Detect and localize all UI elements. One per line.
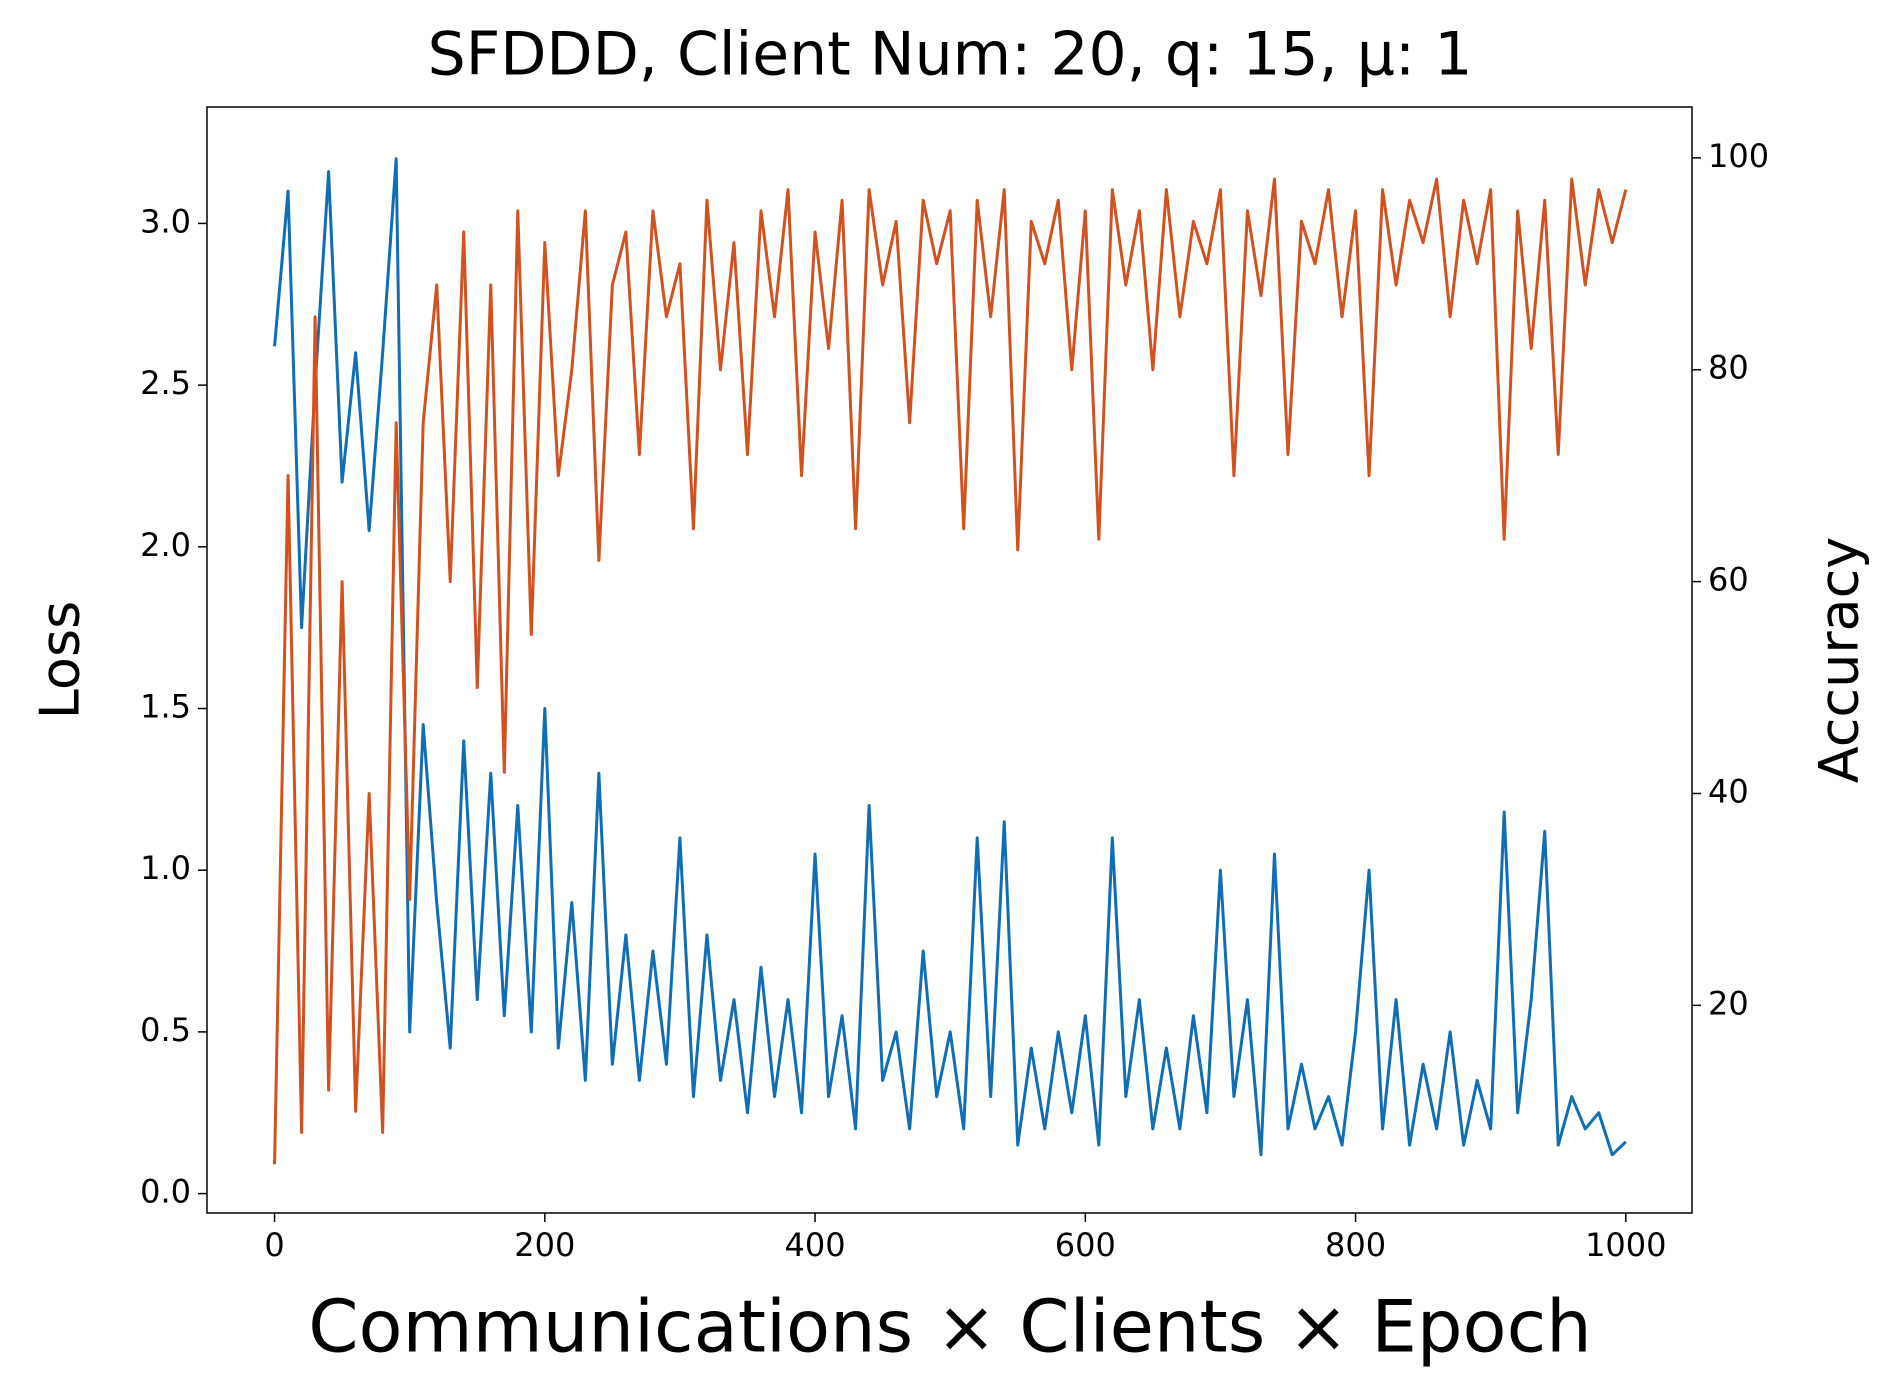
y-tick-label: 2.0 — [140, 526, 191, 564]
x-tick-label: 400 — [785, 1226, 846, 1264]
y2-axis-label: Accuracy — [1808, 537, 1871, 784]
plot-frame — [206, 106, 1693, 1214]
y-tick-label: 3.0 — [140, 202, 191, 240]
x-tick-label: 0 — [264, 1226, 284, 1264]
y2-tick-label: 20 — [1708, 984, 1749, 1022]
y-tick-label: 0.0 — [140, 1173, 191, 1211]
x-tick-label: 800 — [1325, 1226, 1386, 1264]
y-tick-label: 2.5 — [140, 364, 191, 402]
y2-tick-label: 80 — [1708, 349, 1749, 387]
x-tick-label: 1000 — [1585, 1226, 1666, 1264]
y-tick-label: 1.5 — [140, 688, 191, 726]
chart-title: SFDDD, Client Num: 20, q: 15, μ: 1 — [428, 20, 1473, 90]
y-tick-label: 1.0 — [140, 849, 191, 887]
x-tick-label: 200 — [514, 1226, 575, 1264]
series-line — [273, 177, 1628, 1165]
y2-tick-label: 40 — [1708, 772, 1749, 810]
y-axis-label: Loss — [29, 601, 92, 719]
series-line — [273, 157, 1627, 1157]
x-tick-label: 600 — [1055, 1226, 1116, 1264]
y-tick-label: 0.5 — [140, 1011, 191, 1049]
x-axis-label: Communications × Clients × Epoch — [308, 1285, 1592, 1369]
y2-tick-label: 100 — [1708, 137, 1769, 175]
y2-tick-label: 60 — [1708, 561, 1749, 599]
